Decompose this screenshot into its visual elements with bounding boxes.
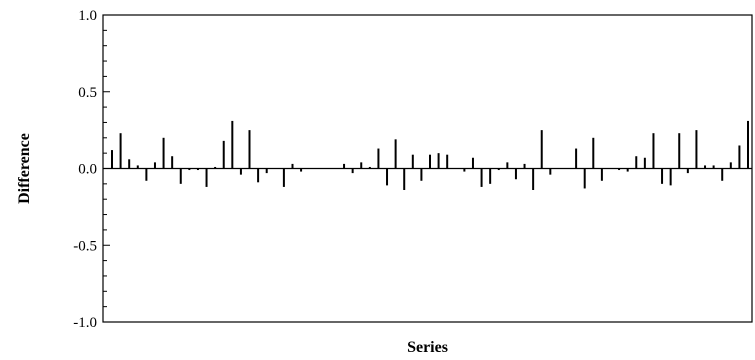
y-tick-label: -1.0 bbox=[73, 315, 97, 331]
y-tick-label: -0.5 bbox=[73, 238, 97, 254]
y-tick-label: 0.0 bbox=[78, 162, 97, 178]
x-axis-label: Series bbox=[407, 339, 448, 356]
plot-area-frame bbox=[102, 14, 753, 323]
y-tick-label: 0.5 bbox=[78, 85, 97, 101]
y-tick-label: 1.0 bbox=[78, 8, 97, 24]
y-axis-label: Difference bbox=[16, 133, 33, 204]
